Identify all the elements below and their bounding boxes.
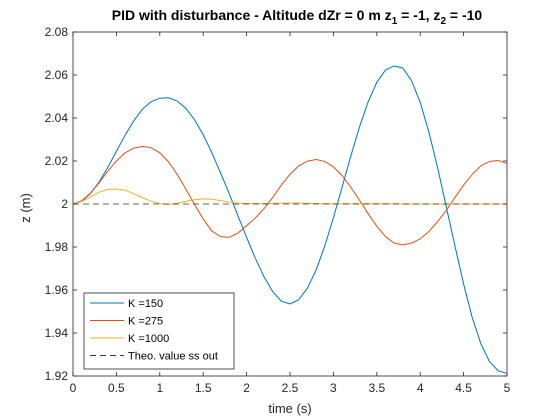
chart-title: PID with disturbance - Altitude dZr = 0 … [112,7,483,27]
y-tick-label: 1.92 [45,369,69,383]
x-tick-label: 1.5 [195,381,212,395]
chart-title-end: = -10 [446,7,482,23]
x-tick-label: 0.5 [108,381,125,395]
chart-title-main: PID with disturbance - Altitude dZr = 0 … [112,7,392,23]
y-tick-label: 1.94 [45,326,69,340]
x-tick-label: 4.5 [455,381,472,395]
y-tick-label: 1.98 [45,240,69,254]
x-tick-label: 3.5 [368,381,385,395]
x-axis-label: time (s) [268,401,311,416]
legend-label: K =1000 [128,333,169,345]
y-tick-label: 2.04 [45,111,69,125]
y-tick-label: 1.96 [45,283,69,297]
y-tick-label: 2.08 [45,25,69,39]
y-tick-label: 2.02 [45,154,69,168]
y-tick-label: 2.06 [45,68,69,82]
x-tick-label: 2.5 [282,381,299,395]
legend-label: K =275 [128,316,163,328]
x-tick-label: 1 [156,381,163,395]
legend: K =150 K =275 K =1000 Theo. value ss out [84,293,234,369]
x-tick-label: 2 [243,381,250,395]
x-tick-label: 4 [417,381,424,395]
y-tick-label: 2 [61,197,68,211]
x-tick-label: 5 [504,381,511,395]
x-tick-label: 3 [330,381,337,395]
chart-title-mid: = -1, z [397,7,440,23]
y-axis-label: z (m) [18,193,33,223]
legend-label: Theo. value ss out [128,351,218,363]
x-tick-label: 0 [70,381,77,395]
legend-label: K =150 [128,298,163,310]
